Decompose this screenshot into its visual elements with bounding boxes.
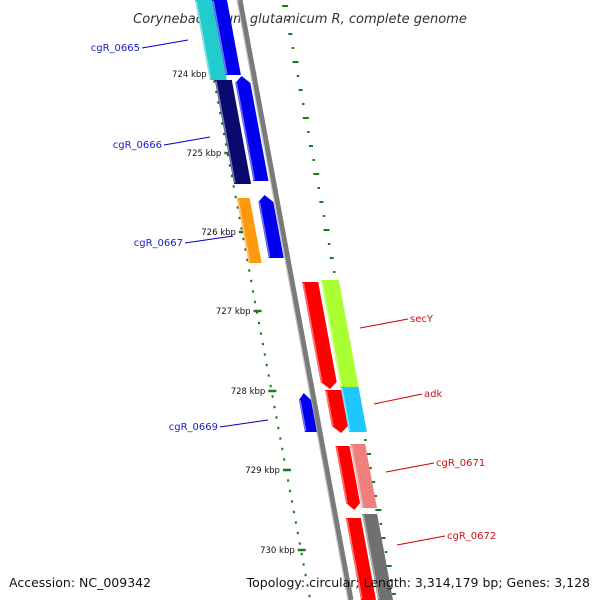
gene-labels: cgR_0665 cgR_0666 cgR_0667 cgR_0669 secY adk c… <box>91 39 496 546</box>
cgR_0667-cds-arrow-highlight <box>258 201 271 258</box>
topology-text: Topology: circular; Length: 3,314,179 bp… <box>246 575 590 590</box>
cgR_0666-cds-arrow <box>235 76 269 181</box>
gene-label-leader <box>396 535 446 546</box>
kbp-tick-label: 726 kbp <box>201 228 236 238</box>
secY-cds-arrow <box>302 282 337 389</box>
gene-label-leader <box>219 419 269 428</box>
cgR_0671-cog-block-highlight <box>350 444 364 508</box>
cgR_0667-cog-block <box>236 198 262 263</box>
cgR_0672-cds-arrow <box>345 518 376 600</box>
secY-cds-arrow-highlight <box>302 282 323 383</box>
map-title: Corynebacterium glutamicum R, complete g… <box>133 12 467 27</box>
cgR_0671-cds-arrow-highlight <box>335 446 348 504</box>
adk-cog-block <box>340 387 367 432</box>
gene-label-leader <box>359 318 409 329</box>
cgR_0671-cds-arrow <box>335 446 361 510</box>
accession-text: Accession: NC_009342 <box>9 575 152 590</box>
cgR_0667-cog-block-highlight <box>237 198 251 263</box>
adk-cds-arrow-highlight <box>325 390 334 427</box>
gene-label-leader <box>163 136 211 146</box>
cgR_0665-cog-block-highlight <box>195 0 212 80</box>
cgR_0666-cog-block <box>214 80 252 184</box>
cgR_0672-cds-arrow-highlight <box>346 518 363 600</box>
gene-label: cgR_0666 <box>113 140 162 151</box>
cgR_0665-cds-arrow-highlight <box>212 0 228 75</box>
kbp-tick-label: 724 kbp <box>172 70 207 80</box>
cgR_0666-cog-block-highlight <box>215 80 236 184</box>
gene-label: adk <box>424 389 442 400</box>
cgR_0672-cog-block-highlight <box>362 514 380 600</box>
cgR_0665-cog-block <box>195 0 227 80</box>
gene-label: cgR_0667 <box>134 238 183 249</box>
cgR_0672-cog-block <box>362 514 393 600</box>
cgR_0669-cds-arrow <box>299 393 317 432</box>
genome-backbone-highlight <box>236 0 349 600</box>
gene-label-leader <box>385 462 435 473</box>
kbp-tick-label: 725 kbp <box>187 149 222 159</box>
kbp-tick-label: 728 kbp <box>231 387 266 397</box>
kbp-tick-label: 729 kbp <box>245 466 280 476</box>
gene-label: cgR_0672 <box>447 531 496 542</box>
cgR_0671-cog-block <box>350 444 377 508</box>
cgR_0665-cds-arrow <box>212 0 241 75</box>
gene-label: cgR_0669 <box>169 422 218 433</box>
secY-cog-block <box>320 280 359 387</box>
secY-cog-block-highlight <box>321 280 343 387</box>
kbp-tick-label: 730 kbp <box>260 546 295 556</box>
kbp-tick-track: 724 kbp 725 kbp 726 kbp 727 kbp 728 kbp 729 k… <box>172 6 311 598</box>
cgR_0669-cds-arrow-highlight <box>299 399 307 432</box>
cgR_0666-cds-arrow-highlight <box>235 82 256 181</box>
gene-label-leader <box>184 235 234 244</box>
kbp-tick-label: 727 kbp <box>216 307 251 317</box>
gene-label: cgR_0665 <box>91 43 140 54</box>
gene-label-leader <box>373 393 423 405</box>
adk-cds-arrow <box>325 390 348 433</box>
gene-label: secY <box>410 314 434 325</box>
gene-label-leader <box>141 39 189 49</box>
feature-track <box>195 0 393 600</box>
gene-label: cgR_0671 <box>436 458 485 469</box>
adk-cog-block-highlight <box>341 387 351 432</box>
cgR_0667-cds-arrow <box>258 195 284 258</box>
genome-backbone <box>237 0 354 600</box>
